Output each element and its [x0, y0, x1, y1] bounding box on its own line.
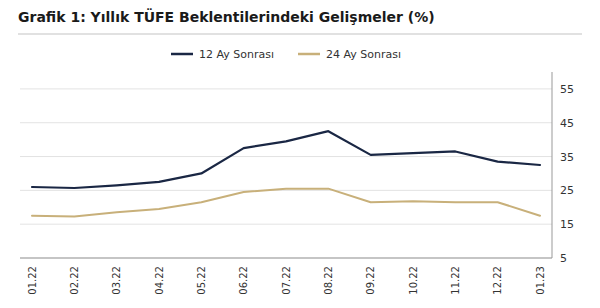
grid [20, 89, 552, 258]
grid-line [20, 224, 552, 225]
x-tick-label: 11.22 [450, 266, 461, 295]
x-tick-label: 04.22 [154, 266, 165, 295]
grid-line [20, 190, 552, 191]
legend: 12 Ay Sonrası 24 Ay Sonrası [171, 48, 401, 61]
title-separator [18, 34, 582, 35]
grid-line [20, 122, 552, 123]
legend-label: 12 Ay Sonrası [199, 48, 274, 61]
x-tick-label: 01.23 [535, 266, 546, 295]
y-tick-label: 15 [560, 218, 574, 231]
y-axis-line [552, 72, 553, 258]
x-tick-label: 02.22 [69, 266, 80, 295]
y-tick-label: 45 [560, 117, 574, 130]
chart-title: Grafik 1: Yıllık TÜFE Beklentilerindeki … [18, 8, 435, 25]
series-line [32, 189, 540, 217]
x-tick-label: 03.22 [111, 266, 122, 295]
x-tick-label: 09.22 [365, 266, 376, 295]
legend-label: 24 Ay Sonrası [326, 48, 401, 61]
y-tick-label: 25 [560, 184, 574, 197]
x-tick-label: 01.22 [27, 266, 38, 295]
y-tick-label: 55 [560, 83, 574, 96]
plot-area [32, 131, 540, 216]
y-tick-label: 35 [560, 151, 574, 164]
x-axis-line [20, 258, 552, 259]
chart-container: Grafik 1: Yıllık TÜFE Beklentilerindeki … [0, 0, 600, 308]
chart-svg: Grafik 1: Yıllık TÜFE Beklentilerindeki … [0, 0, 600, 308]
x-tick-label: 10.22 [408, 266, 419, 295]
y-tick-label: 5 [560, 252, 567, 265]
legend-swatch [298, 53, 320, 56]
legend-swatch [171, 53, 193, 56]
x-tick-label: 07.22 [281, 266, 292, 295]
x-tick-label: 05.22 [196, 266, 207, 295]
x-tick-label: 06.22 [238, 266, 249, 295]
x-tick-label: 12.22 [492, 266, 503, 295]
x-tick-label: 08.22 [323, 266, 334, 295]
grid-line [20, 258, 552, 259]
series-line [32, 131, 540, 188]
grid-line [20, 88, 552, 89]
